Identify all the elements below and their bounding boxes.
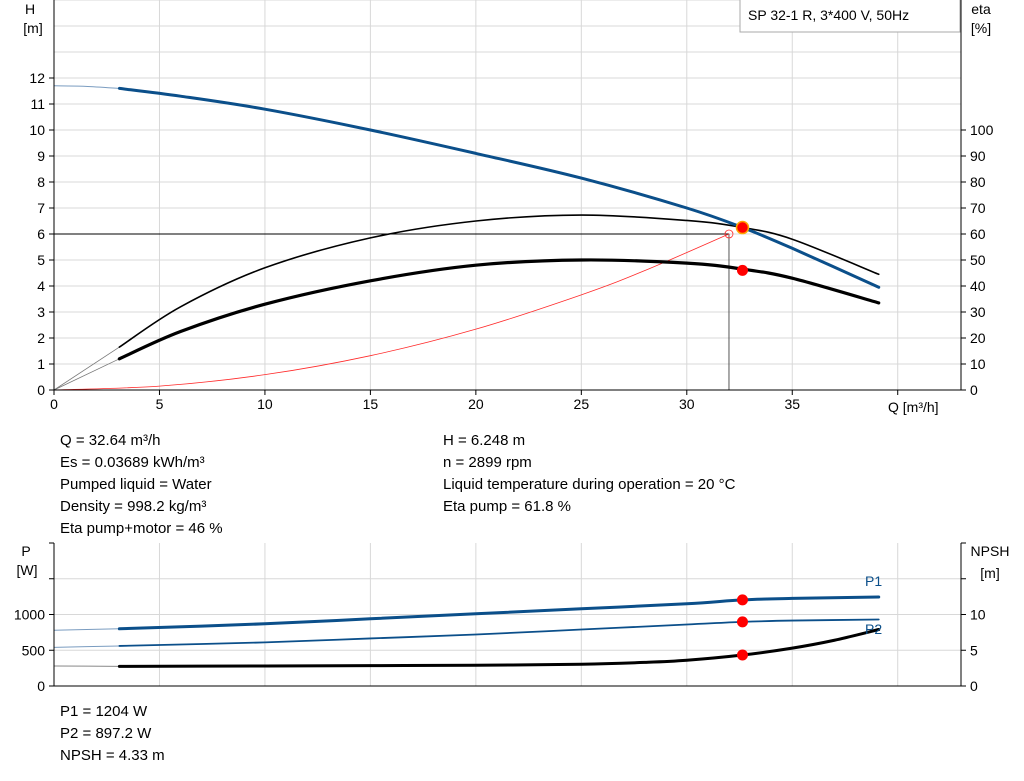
y-left-tick-label: 10 (29, 122, 45, 138)
x-tick-label: 5 (156, 396, 164, 412)
x-tick-label: 15 (363, 396, 379, 412)
info-n: n = 2899 rpm (443, 454, 532, 471)
y-right-tick-label: 50 (970, 252, 986, 268)
chart-title: SP 32-1 R, 3*400 V, 50Hz (748, 7, 909, 23)
system-curve (53, 233, 730, 391)
eta-pump-curve (118, 214, 880, 348)
curves (53, 85, 881, 668)
x-tick-label: 10 (257, 396, 273, 412)
y-left-tick-label: 11 (30, 96, 45, 112)
npsh-tick-label: 0 (970, 678, 978, 694)
p1-curve (117, 595, 881, 631)
p-axis-unit: [W] (17, 562, 38, 578)
y-left-tick-label: 12 (29, 70, 45, 86)
info-lower: P1 = 1204 W P2 = 897.2 W NPSH = 4.33 m (60, 703, 165, 764)
info-eta-total: Eta pump+motor = 46 % (60, 520, 223, 537)
p1-curve-extension (53, 628, 120, 631)
info-es: Es = 0.03689 kWh/m³ (60, 454, 205, 471)
p1-series-label: P1 (865, 573, 882, 589)
y-left-tick-label: 2 (37, 330, 45, 346)
y-left-tick-label: 3 (37, 304, 45, 320)
y-right-tick-label: 90 (970, 148, 986, 164)
x-tick-label: 20 (468, 396, 484, 412)
duty-point-npsh-marker (736, 649, 748, 661)
x-tick-label: 0 (50, 396, 58, 412)
info-liquid: Pumped liquid = Water (60, 476, 212, 493)
x-tick-label: 35 (784, 396, 800, 412)
y-right-tick-label: 20 (970, 330, 986, 346)
y-left-tick-label: 5 (37, 252, 45, 268)
p-axis-label: P (21, 543, 30, 559)
p-tick-label: 1000 (14, 607, 45, 623)
setpoint-marker (724, 229, 734, 239)
y-left-label: H (25, 1, 35, 17)
y-left-tick-label: 9 (37, 148, 45, 164)
y-right-tick-label: 10 (970, 356, 986, 372)
y-right-tick-label: 40 (970, 278, 986, 294)
p-tick-label: 500 (22, 642, 46, 658)
info-eta-pump: Eta pump = 61.8 % (443, 498, 571, 515)
x-tick-label: 30 (679, 396, 695, 412)
duty-point-head-marker (735, 220, 750, 235)
p2-curve (118, 618, 880, 647)
npsh-axis-unit: [m] (980, 565, 999, 581)
info-h: H = 6.248 m (443, 432, 525, 449)
duty-point-p1-marker (736, 594, 748, 606)
info-upper-left: Q = 32.64 m³/h Es = 0.03689 kWh/m³ Pumpe… (60, 432, 223, 537)
y-right-tick-label: 0 (970, 382, 978, 398)
y-right-tick-label: 100 (970, 122, 994, 138)
info-npsh: NPSH = 4.33 m (60, 747, 165, 764)
p-tick-label: 0 (37, 678, 45, 694)
info-temperature: Liquid temperature during operation = 20… (443, 476, 736, 493)
duty-point-p2-marker (736, 616, 748, 628)
duty-point-eta-marker (736, 264, 748, 276)
y-right-unit: [%] (971, 20, 991, 36)
y-left-tick-label: 7 (37, 200, 45, 216)
axes: 0 5 10 15 20 25 30 3501234567891011120102030405… (14, 0, 994, 694)
y-right-tick-label: 80 (970, 174, 986, 190)
npsh-curve (117, 628, 881, 668)
npsh-axis-label: NPSH (971, 543, 1010, 559)
info-density: Density = 998.2 kg/m³ (60, 498, 206, 515)
npsh-tick-label: 10 (970, 607, 986, 623)
y-right-tick-label: 60 (970, 226, 986, 242)
y-left-tick-label: 1 (37, 356, 45, 372)
p2-curve-extension (53, 645, 120, 648)
y-right-label: eta (971, 1, 991, 17)
eta-pump-extension (53, 346, 120, 391)
p2-series-label: P2 (865, 621, 882, 637)
npsh-tick-label: 5 (970, 642, 978, 658)
head-curve (117, 86, 881, 289)
y-left-tick-label: 6 (37, 226, 45, 242)
upper-grid (54, 0, 961, 390)
info-q: Q = 32.64 m³/h (60, 432, 160, 449)
x-tick-label: 25 (574, 396, 590, 412)
head-curve-extension (53, 85, 120, 89)
title-box: SP 32-1 R, 3*400 V, 50Hz (739, 0, 961, 33)
info-p1: P1 = 1204 W (60, 703, 148, 720)
y-right-tick-label: 30 (970, 304, 986, 320)
y-left-tick-label: 4 (37, 278, 45, 294)
y-left-tick-label: 0 (37, 382, 45, 398)
lower-grid (54, 543, 961, 686)
x-axis-label: Q [m³/h] (888, 399, 939, 415)
y-left-unit: [m] (23, 20, 42, 36)
eta-total-curve (117, 258, 881, 361)
eta-total-extension (53, 358, 120, 391)
y-left-tick-label: 8 (37, 174, 45, 190)
y-right-tick-label: 70 (970, 200, 986, 216)
info-upper-right: H = 6.248 m n = 2899 rpm Liquid temperat… (443, 432, 736, 515)
info-p2: P2 = 897.2 W (60, 725, 152, 742)
